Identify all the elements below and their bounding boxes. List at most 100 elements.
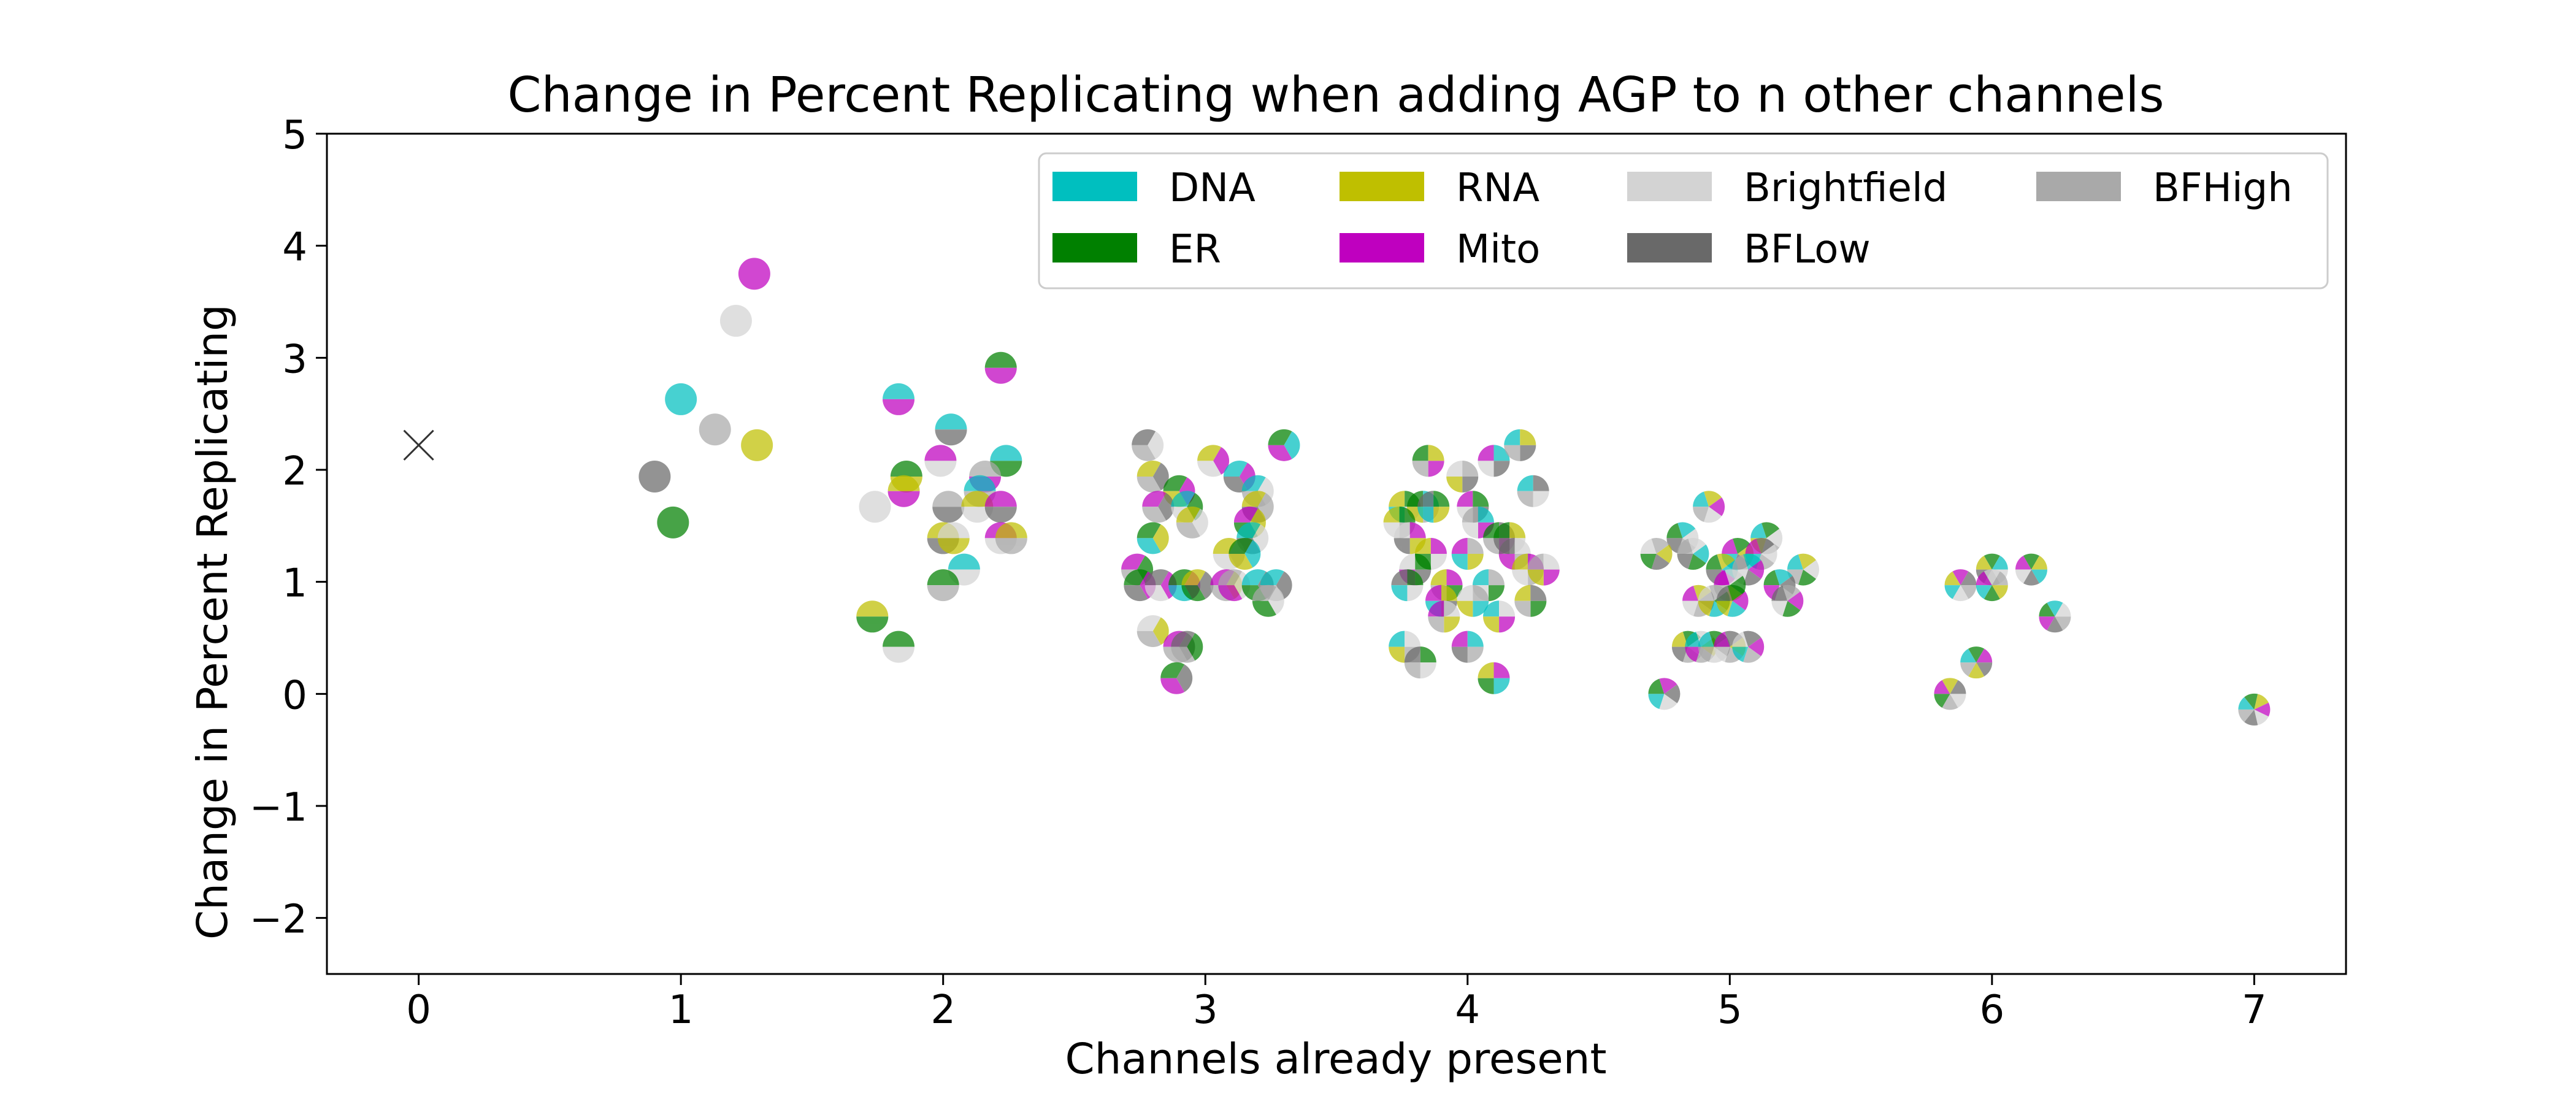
point-slice — [1433, 491, 1450, 507]
y-axis: −2 −1 0 1 2 3 4 5 — [250, 113, 327, 943]
point-slice — [1428, 461, 1444, 477]
point-slice — [1664, 684, 1681, 703]
legend-label: BFLow — [1744, 227, 1871, 272]
point-slice — [1504, 429, 1520, 445]
point-slice — [657, 506, 689, 539]
point-slice — [1467, 646, 1484, 663]
point-slice — [1488, 569, 1505, 586]
point-slice — [1197, 461, 1222, 477]
x-tick-label: 2 — [930, 987, 956, 1033]
point-slice — [2055, 602, 2071, 617]
point-slice — [1504, 445, 1520, 461]
point-slice — [1187, 633, 1203, 661]
point-slice — [1441, 585, 1458, 601]
point-slice — [1714, 646, 1730, 662]
y-tick-label: −1 — [250, 785, 307, 830]
scatter-point — [1693, 491, 1725, 523]
scatter-point — [1517, 475, 1549, 507]
point-slice — [1682, 585, 1698, 601]
point-slice — [924, 445, 957, 461]
point-slice — [856, 616, 889, 633]
point-slice — [1651, 538, 1669, 554]
point-slice — [2254, 709, 2269, 726]
point-slice — [1284, 431, 1300, 459]
scatter-point — [883, 383, 915, 415]
point-slice — [2023, 553, 2039, 570]
point-slice — [1942, 678, 1958, 694]
point-slice — [856, 600, 889, 617]
point-slice — [1404, 662, 1420, 679]
point-slice — [1223, 476, 1248, 493]
legend-swatch — [1052, 172, 1137, 201]
x-tick-label: 7 — [2242, 987, 2267, 1033]
x-tick-label: 5 — [1717, 987, 1742, 1033]
point-slice — [1527, 569, 1544, 586]
point-slice — [1389, 646, 1405, 663]
point-slice — [1984, 553, 2000, 570]
scatter-point — [1391, 569, 1424, 602]
point-slice — [1428, 445, 1444, 461]
scatter-point — [1787, 553, 1820, 586]
scatter-point — [2039, 600, 2071, 633]
point-slice — [1420, 662, 1436, 679]
point-slice — [1412, 461, 1428, 477]
point-slice — [1968, 662, 1985, 679]
point-slice — [2031, 556, 2047, 570]
scatter-point — [699, 413, 731, 446]
point-slice — [1514, 538, 1531, 554]
scatter-point — [937, 522, 970, 554]
point-slice — [1137, 460, 1161, 477]
scatter-point — [1446, 460, 1479, 493]
point-slice — [1197, 445, 1222, 461]
point-slice — [1446, 569, 1463, 586]
point-slice — [1732, 646, 1749, 662]
point-slice — [984, 491, 1017, 507]
scatter-point — [719, 305, 752, 337]
point-slice — [1404, 646, 1420, 663]
point-slice — [1960, 571, 1977, 586]
point-slice — [1241, 491, 1266, 507]
y-tick-label: 4 — [282, 225, 307, 270]
point-slice — [1520, 429, 1536, 445]
point-slice — [1714, 570, 1730, 586]
point-slice — [1417, 491, 1434, 507]
point-slice — [2039, 616, 2055, 631]
point-slice — [1944, 585, 1961, 599]
point-slice — [995, 522, 1027, 539]
scatter-point — [1268, 429, 1300, 461]
point-slice — [1176, 522, 1200, 539]
point-slice — [1743, 569, 1761, 586]
scatter-point — [995, 522, 1027, 554]
scatter-point — [1137, 460, 1169, 493]
point-slice — [1478, 506, 1494, 523]
point-slice — [1473, 600, 1489, 617]
scatter-point — [1417, 491, 1450, 523]
y-tick-label: 1 — [282, 561, 307, 607]
point-slice — [1763, 570, 1780, 586]
point-slice — [1428, 616, 1444, 633]
legend-label: RNA — [1456, 166, 1539, 211]
point-slice — [1517, 491, 1533, 507]
x-tick-label: 3 — [1193, 987, 1218, 1033]
point-slice — [1685, 646, 1701, 662]
point-slice — [1976, 585, 1992, 599]
point-slice — [1132, 429, 1156, 445]
point-slice — [1493, 678, 1510, 694]
point-slice — [1462, 506, 1478, 523]
point-slice — [1223, 460, 1248, 477]
point-slice — [2015, 556, 2031, 570]
scatter-point — [887, 475, 920, 507]
point-slice — [1698, 585, 1714, 601]
point-slice — [1160, 678, 1185, 694]
chart-title: Change in Percent Replicating when addin… — [507, 67, 2164, 123]
point-slice — [1743, 631, 1761, 647]
point-slice — [2015, 569, 2031, 584]
scatter-point — [1527, 553, 1560, 586]
point-slice — [1960, 662, 1977, 677]
point-slice — [937, 522, 970, 539]
legend-swatch — [1340, 233, 1424, 263]
point-slice — [924, 461, 957, 477]
point-slice — [984, 367, 1017, 384]
point-slice — [1717, 553, 1735, 570]
point-slice — [1774, 569, 1793, 586]
